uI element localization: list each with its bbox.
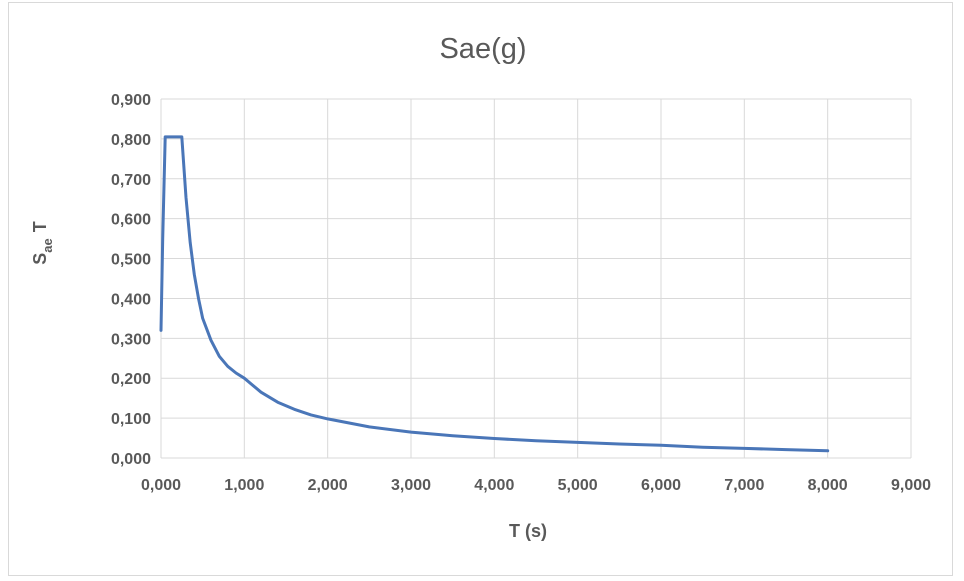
y-tick-label: 0,300 bbox=[111, 331, 151, 348]
y-axis-title-main: S bbox=[30, 253, 50, 265]
y-tick-label: 0,700 bbox=[111, 172, 151, 189]
series-line bbox=[159, 135, 830, 453]
y-axis-title-suffix: T bbox=[30, 221, 50, 232]
y-tick-label: 0,500 bbox=[111, 252, 151, 269]
x-tick-label: 0,000 bbox=[141, 477, 181, 494]
x-axis-tick-labels: 0,000 1,000 2,000 3,000 4,000 5,000 6,000 7,000… bbox=[141, 477, 931, 494]
x-tick-label: 5,000 bbox=[558, 477, 598, 494]
x-tick-label: 3,000 bbox=[391, 477, 431, 494]
x-tick-label: 4,000 bbox=[474, 477, 514, 494]
x-tick-label: 1,000 bbox=[224, 477, 264, 494]
plot-series bbox=[159, 135, 830, 453]
y-axis-title-subscript: ae bbox=[40, 238, 55, 252]
x-tick-label: 6,000 bbox=[641, 477, 681, 494]
x-tick-label: 2,000 bbox=[308, 477, 348, 494]
y-tick-label: 0,100 bbox=[111, 411, 151, 428]
y-axis-tick-labels: 0,000 0,100 0,200 0,300 0,400 0,500 0,600 0,700… bbox=[111, 92, 151, 468]
chart-area bbox=[8, 2, 953, 576]
x-tick-label: 9,000 bbox=[891, 477, 931, 494]
y-tick-label: 0,900 bbox=[111, 92, 151, 109]
x-axis-title: T (s) bbox=[509, 521, 547, 541]
y-tick-label: 0,800 bbox=[111, 132, 151, 149]
x-tick-label: 8,000 bbox=[808, 477, 848, 494]
y-tick-label: 0,200 bbox=[111, 371, 151, 388]
y-axis-title: Sae T bbox=[30, 221, 55, 264]
y-tick-label: 0,400 bbox=[111, 291, 151, 308]
chart-title: Sae(g) bbox=[439, 33, 526, 65]
y-tick-label: 0,000 bbox=[111, 451, 151, 468]
y-tick-label: 0,600 bbox=[111, 212, 151, 229]
x-tick-label: 7,000 bbox=[724, 477, 764, 494]
gridlines bbox=[160, 98, 912, 459]
